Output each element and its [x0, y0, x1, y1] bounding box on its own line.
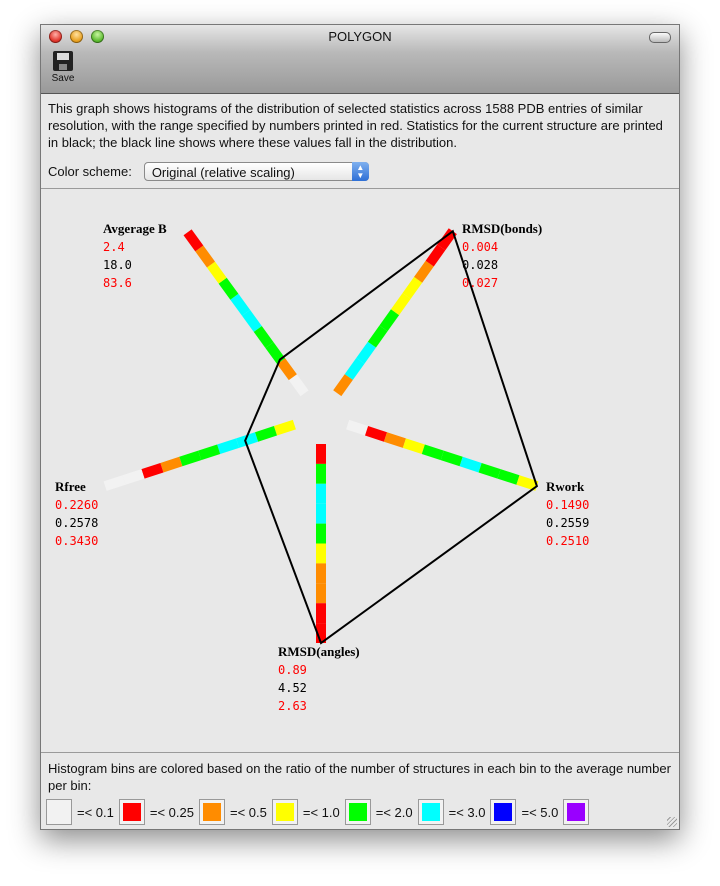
histogram-bin — [179, 450, 202, 467]
histogram-bin — [425, 244, 446, 267]
legend-label: =< 2.0 — [375, 804, 413, 820]
legend-label: =< 0.1 — [77, 804, 114, 820]
axis-value: 18.0 — [103, 258, 132, 272]
axis-label: RMSD(angles) — [278, 644, 360, 659]
axis-min: 0.1490 — [546, 498, 589, 512]
axis-min: 0.89 — [278, 663, 307, 677]
legend-swatch — [271, 799, 298, 825]
axis-min: 2.4 — [103, 240, 125, 254]
axis-label: RMSD(bonds) — [462, 221, 542, 236]
histogram-bin — [253, 326, 274, 348]
histogram-bin — [402, 438, 425, 455]
histogram-bin — [390, 293, 411, 316]
legend-label: =< 5.0 — [521, 804, 559, 820]
histogram-bin — [242, 309, 262, 332]
legend-label: =< 0.25 — [149, 804, 194, 820]
histogram-bin — [367, 325, 388, 348]
color-scheme-select[interactable]: Original (relative scaling) ▲ ▼ — [143, 162, 369, 181]
histogram-bin — [356, 341, 376, 364]
histogram-bin — [414, 260, 434, 283]
legend-swatch — [198, 799, 225, 825]
histogram-bin — [288, 374, 309, 397]
axis-value: 0.028 — [462, 258, 498, 272]
save-label: Save — [51, 73, 75, 84]
polygon-window: POLYGON Save This graph shows histograms… — [40, 24, 680, 830]
legend-swatch — [563, 799, 590, 825]
legend-swatch — [344, 799, 371, 825]
histogram-bin — [265, 342, 286, 365]
description-text: This graph shows histograms of the distr… — [48, 101, 663, 150]
histogram-bin — [206, 261, 227, 284]
histogram-bin — [103, 475, 126, 491]
histogram-bin — [516, 475, 539, 491]
legend-swatch — [417, 799, 444, 825]
polygon-chart: Avgerage B 2.4 18.0 83.6 RMSD(bonds) 0.004 0.0… — [55, 221, 589, 713]
minimize-button[interactable] — [70, 30, 83, 43]
axis-max: 0.2510 — [546, 534, 589, 548]
legend-description: Histogram bins are colored based on the … — [48, 761, 671, 793]
axis-value: 0.2559 — [546, 516, 589, 530]
color-scheme-label: Color scheme: — [48, 164, 132, 179]
histogram-bin — [254, 426, 277, 442]
histogram-bin — [497, 469, 520, 485]
histogram-bin — [218, 277, 239, 300]
color-scheme-row: Color scheme: Original (relative scaling… — [48, 162, 369, 181]
divider — [41, 752, 679, 753]
legend-label: =< 0.5 — [229, 804, 267, 820]
histogram-bin — [402, 276, 423, 299]
histogram-bin — [333, 374, 353, 397]
histogram-bin — [183, 229, 204, 252]
current-structure-polygon — [244, 229, 539, 645]
histogram-bin — [379, 309, 400, 332]
histogram-bin — [478, 462, 501, 479]
toolbar-toggle-button[interactable] — [649, 32, 671, 43]
histogram-bin — [122, 469, 145, 485]
histogram-bin — [273, 419, 296, 436]
color-scheme-value: Original (relative scaling) — [151, 165, 295, 180]
histogram-bin — [195, 245, 216, 268]
histogram-bin — [437, 228, 457, 251]
histogram-bin — [346, 419, 369, 436]
axis-max: 2.63 — [278, 699, 307, 713]
histogram-bin — [440, 450, 463, 467]
legend-swatch — [46, 799, 72, 825]
divider — [41, 188, 679, 189]
legend-swatch — [118, 799, 145, 825]
floppy-disk-icon — [53, 51, 73, 71]
zoom-button[interactable] — [91, 30, 104, 43]
histogram-bin — [141, 462, 164, 479]
histogram-bin — [344, 357, 365, 380]
histogram-bin — [459, 456, 482, 473]
close-button[interactable] — [49, 30, 62, 43]
save-button[interactable]: Save — [49, 51, 77, 84]
axis-label: Avgerage B — [103, 221, 167, 236]
window-title: POLYGON — [328, 29, 392, 44]
color-legend: =< 0.1 =< 0.25 =< 0.5 =< 1.0 =< 2.0 =< 3.0 =< … — [46, 799, 594, 825]
legend-label: =< 1.0 — [302, 804, 340, 820]
histogram-bin — [421, 444, 444, 461]
histogram-bin — [383, 432, 406, 448]
legend-label: =< 3.0 — [448, 804, 486, 820]
histogram-bin — [277, 358, 297, 381]
up-down-arrows-icon: ▲ ▼ — [351, 162, 369, 181]
axis-min: 0.004 — [462, 240, 498, 254]
axis-max: 0.3430 — [55, 534, 98, 548]
axis-label: Rfree — [55, 479, 86, 494]
title-bar: POLYGON Save — [41, 25, 679, 94]
resize-grip[interactable] — [667, 817, 677, 827]
histogram-bin — [236, 432, 259, 448]
legend-swatch — [490, 799, 517, 825]
histogram-bin — [365, 426, 388, 442]
axis-value: 0.2578 — [55, 516, 98, 530]
axis-value: 4.52 — [278, 681, 307, 695]
histogram-bin — [217, 438, 240, 455]
axis-max: 83.6 — [103, 276, 132, 290]
axis-label: Rwork — [546, 479, 585, 494]
axis-min: 0.2260 — [55, 498, 98, 512]
histogram-bin — [198, 444, 221, 461]
histogram-bin — [230, 293, 251, 316]
histogram-bin — [160, 456, 183, 473]
